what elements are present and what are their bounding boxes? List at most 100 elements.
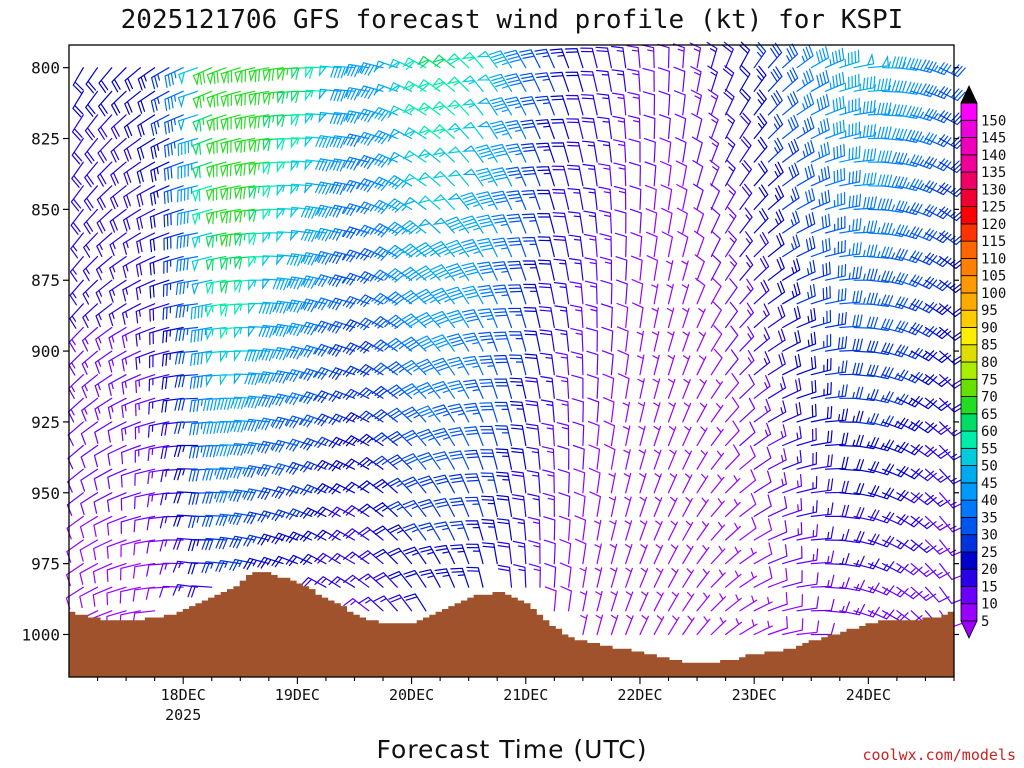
- wind-barb: [588, 467, 601, 494]
- wind-barb: [541, 422, 555, 447]
- wind-barb: [234, 114, 256, 130]
- wind-barb: [248, 137, 270, 153]
- wind-barb: [85, 90, 99, 117]
- wind-barb: [248, 279, 270, 292]
- wind-barb: [446, 286, 470, 305]
- wind-barb: [667, 331, 675, 352]
- wind-barb: [401, 429, 427, 447]
- wind-barb: [243, 557, 270, 570]
- wind-barb: [618, 373, 630, 399]
- wind-barb: [725, 183, 737, 210]
- wind-barb: [667, 544, 679, 565]
- wind-barb: [477, 261, 498, 281]
- wind-barb: [682, 402, 692, 423]
- wind-barb: [357, 85, 384, 100]
- wind-barb: [357, 526, 384, 541]
- wind-barb: [676, 207, 688, 234]
- wind-barb: [567, 211, 584, 234]
- wind-barb: [244, 418, 270, 432]
- wind-barb: [651, 283, 659, 305]
- wind-barb: [285, 554, 313, 567]
- wind-barb: [257, 487, 284, 501]
- y-tick-label: 875: [31, 271, 60, 290]
- wind-barb: [867, 487, 895, 500]
- wind-barb: [206, 161, 227, 179]
- wind-barb: [206, 185, 227, 202]
- wind-barb: [595, 590, 603, 612]
- wind-barb: [371, 292, 398, 306]
- wind-barb: [707, 89, 719, 116]
- wind-barb: [219, 374, 241, 387]
- wind-barb: [123, 137, 141, 162]
- wind-barb: [725, 475, 741, 494]
- wind-barb: [248, 67, 270, 83]
- wind-barb: [739, 516, 757, 541]
- wind-barb: [285, 461, 313, 475]
- wind-barb: [824, 239, 846, 258]
- wind-barb: [415, 242, 441, 258]
- wind-barb: [739, 254, 754, 281]
- wind-barb: [286, 253, 313, 267]
- wind-barb: [328, 297, 356, 311]
- wind-barb: [667, 496, 678, 517]
- wind-barb: [753, 136, 768, 163]
- wind-barb: [229, 466, 256, 479]
- wind-barb: [248, 256, 270, 268]
- wind-barb: [215, 490, 241, 503]
- wind-barb: [810, 574, 835, 588]
- colorbar-bottom-arrow: [960, 620, 978, 639]
- wind-barb: [162, 326, 184, 344]
- wind-barb: [584, 257, 598, 281]
- wind-barb: [667, 449, 677, 470]
- wind-barb: [109, 208, 127, 233]
- wind-barb: [243, 534, 270, 547]
- wind-barb: [314, 413, 341, 427]
- wind-barb: [465, 496, 484, 517]
- wind-barb: [594, 519, 602, 541]
- colorbar-label: 80: [981, 355, 998, 371]
- wind-barb: [600, 303, 613, 329]
- wind-barb: [286, 276, 313, 290]
- wind-barb: [329, 181, 356, 195]
- wind-barb: [109, 185, 127, 210]
- wind-barb: [583, 210, 598, 234]
- wind-barb: [568, 258, 584, 281]
- wind-barb: [667, 615, 680, 636]
- wind-barb: [739, 112, 752, 140]
- x-tick-label: 21DEC: [503, 686, 548, 704]
- wind-barb: [447, 380, 470, 399]
- wind-barb: [286, 299, 313, 313]
- wind-barb: [553, 282, 570, 305]
- wind-barb: [853, 606, 880, 618]
- wind-barb: [343, 574, 370, 588]
- wind-barb: [681, 284, 690, 305]
- colorbar-label: 25: [981, 545, 998, 561]
- wind-barb: [524, 353, 541, 376]
- wind-barb: [824, 143, 846, 163]
- wind-barb: [371, 130, 398, 145]
- wind-barb: [234, 161, 256, 177]
- wind-barb: [497, 541, 513, 565]
- wind-barb: [637, 401, 646, 423]
- wind-barb: [94, 421, 113, 444]
- wind-barb: [624, 496, 632, 517]
- wind-barb: [79, 539, 99, 562]
- wind-barb: [81, 374, 99, 399]
- wind-barb: [585, 304, 598, 329]
- wind-barb: [839, 218, 862, 234]
- wind-barb: [625, 614, 634, 636]
- wind-barb: [594, 543, 602, 565]
- wind-barb: [667, 355, 676, 376]
- wind-barb: [824, 384, 848, 399]
- wind-barb: [646, 255, 659, 281]
- wind-barb: [84, 137, 99, 164]
- wind-barb: [867, 535, 895, 548]
- wind-barb: [853, 196, 877, 210]
- wind-barb: [580, 47, 598, 69]
- wind-barb: [675, 160, 688, 187]
- wind-barb: [216, 444, 241, 457]
- colorbar-label: 145: [981, 131, 1006, 147]
- wind-barb: [629, 208, 642, 234]
- wind-barb: [177, 185, 199, 203]
- colorbar-segment: [960, 499, 978, 518]
